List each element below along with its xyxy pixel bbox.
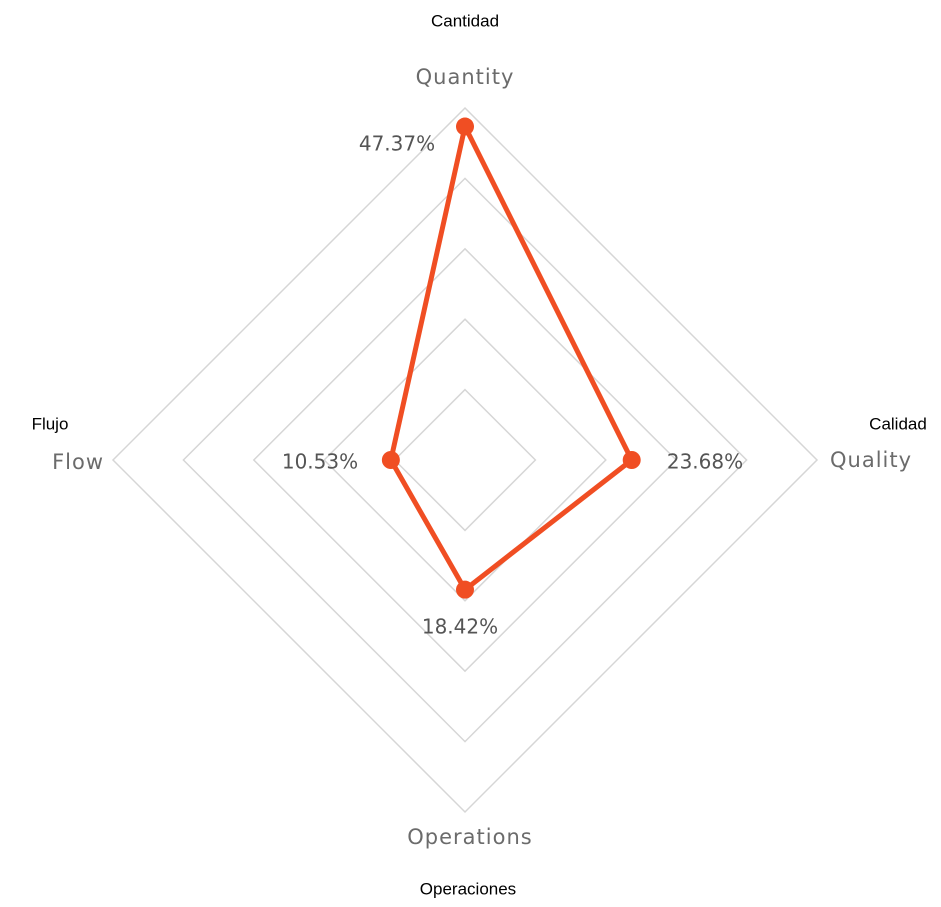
grid-ring xyxy=(323,318,607,602)
annotation: Cantidad xyxy=(431,11,499,30)
grid-ring xyxy=(111,106,819,814)
value-label: 47.37% xyxy=(359,132,435,156)
radar-point xyxy=(456,580,474,599)
axis-label: Flow xyxy=(52,450,104,474)
grid-ring xyxy=(252,247,678,673)
value-label: 10.53% xyxy=(282,450,358,474)
grid-ring xyxy=(393,388,537,532)
radar-point xyxy=(381,451,400,469)
radar-point xyxy=(456,117,474,136)
value-label: 23.68% xyxy=(667,450,743,474)
annotation: Operaciones xyxy=(420,879,516,898)
annotation: Calidad xyxy=(869,414,927,433)
annotation: Flujo xyxy=(32,414,69,433)
grid-ring xyxy=(182,177,748,743)
radar-point xyxy=(622,451,641,469)
value-label: 18.42% xyxy=(422,615,498,639)
axis-label: Operations xyxy=(407,825,532,849)
axis-label: Quality xyxy=(830,448,912,472)
axis-label: Quantity xyxy=(416,65,515,89)
